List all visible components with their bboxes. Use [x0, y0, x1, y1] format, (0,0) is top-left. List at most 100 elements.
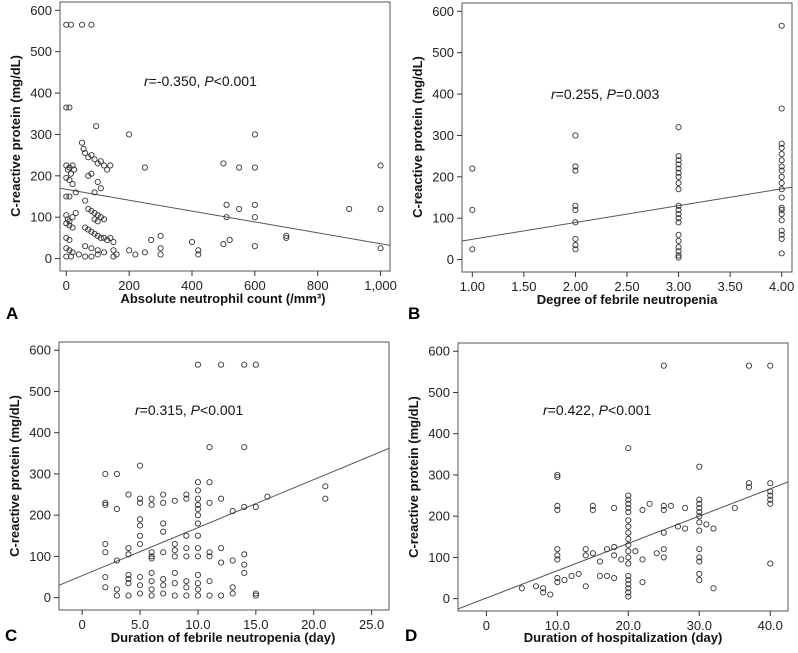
data-point — [194, 520, 201, 527]
data-point — [141, 249, 148, 256]
data-point — [229, 507, 236, 515]
data-point — [72, 189, 79, 196]
data-point — [171, 547, 178, 554]
data-point — [667, 502, 674, 509]
data-point — [100, 216, 108, 223]
data-point — [194, 505, 201, 513]
data-point — [582, 546, 589, 553]
data-point — [675, 202, 682, 209]
data-point — [469, 246, 476, 253]
data-point — [625, 496, 632, 503]
data-point — [575, 570, 582, 577]
data-point — [88, 21, 95, 28]
data-point — [94, 232, 101, 239]
data-point — [778, 105, 785, 112]
data-point — [63, 212, 70, 219]
data-point — [778, 151, 785, 158]
data-point — [148, 236, 155, 244]
data-point — [632, 548, 639, 555]
data-point — [63, 245, 70, 252]
data-point — [675, 252, 682, 259]
data-point — [91, 210, 98, 217]
data-point — [625, 504, 632, 511]
data-point — [540, 589, 547, 596]
data-point — [88, 253, 95, 260]
data-point — [625, 560, 632, 567]
data-point — [100, 249, 108, 256]
y-axis-label: C-reactive protein (mg/dL) — [410, 56, 425, 218]
data-point — [710, 525, 717, 532]
panel-d: 0 100 200 300 400 500 600 0 10.0 20.0 30.0 40.0 r=0.… — [405, 342, 789, 645]
data-point — [226, 236, 233, 244]
data-point — [675, 254, 682, 261]
data-point — [102, 584, 109, 591]
panel-letter: D — [405, 626, 417, 645]
data-point — [160, 590, 167, 597]
data-point — [675, 186, 682, 193]
data-point — [125, 592, 132, 599]
x-tick-label: 40.0 — [758, 618, 783, 633]
data-point — [183, 553, 190, 560]
data-point — [110, 247, 117, 254]
data-point — [63, 21, 70, 28]
data-point — [675, 237, 682, 245]
data-point — [582, 552, 589, 559]
x-tick-label: 20.0 — [301, 617, 326, 632]
y-tick-label: 100 — [428, 550, 450, 565]
data-point — [194, 532, 201, 539]
x-tick-label: 3.50 — [717, 279, 742, 294]
y-tick-label: 400 — [30, 86, 52, 101]
data-point — [283, 234, 290, 241]
data-point — [94, 178, 101, 186]
data-point — [778, 204, 785, 211]
data-point — [778, 217, 785, 224]
data-point — [69, 181, 76, 188]
data-point — [110, 238, 117, 246]
data-point — [160, 491, 167, 498]
plot-frame-c — [58, 341, 390, 611]
data-point — [113, 592, 120, 599]
annotation-r-value: =0.422, — [548, 402, 599, 418]
data-point — [171, 540, 178, 548]
data-point — [675, 161, 682, 168]
data-point — [554, 473, 561, 481]
data-point — [66, 236, 73, 244]
data-point — [377, 245, 384, 252]
data-point — [137, 590, 144, 597]
data-point — [66, 247, 73, 254]
data-point — [625, 500, 632, 507]
data-point — [767, 362, 774, 369]
data-point — [625, 517, 632, 524]
data-point — [625, 541, 632, 549]
data-point — [88, 152, 95, 159]
data-point — [675, 157, 682, 164]
data-point — [778, 140, 785, 147]
data-point — [572, 242, 579, 249]
data-point — [675, 244, 682, 251]
data-point — [218, 361, 225, 368]
data-point — [778, 179, 785, 187]
data-point — [78, 21, 86, 28]
y-tick-label: 300 — [432, 128, 454, 143]
annotation-p-value: <0.001 — [608, 402, 651, 418]
data-point — [88, 170, 95, 177]
data-point — [183, 495, 190, 502]
data-point — [745, 484, 753, 491]
data-point — [102, 573, 109, 581]
data-point — [107, 234, 114, 241]
y-tick-label: 500 — [428, 385, 450, 400]
data-point — [778, 231, 785, 238]
data-point — [639, 506, 646, 514]
y-tick-label: 0 — [443, 591, 450, 606]
data-point — [148, 569, 155, 576]
data-point — [194, 580, 201, 587]
annotation-p-label: P — [204, 73, 214, 89]
data-point — [582, 583, 589, 590]
data-point — [218, 545, 225, 552]
annotation-r-label: r — [543, 402, 549, 418]
data-point — [137, 540, 144, 548]
y-tick-label: 0 — [45, 251, 52, 266]
data-point — [82, 243, 89, 250]
data-point — [113, 251, 120, 258]
data-point — [767, 560, 774, 567]
